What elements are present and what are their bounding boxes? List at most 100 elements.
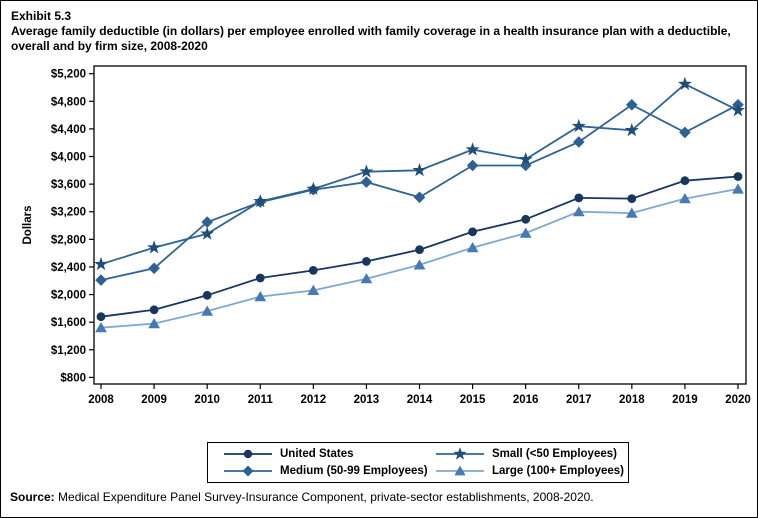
medium-firm-diamond-marker-icon — [224, 464, 272, 477]
circle-marker-icon — [255, 273, 265, 283]
line-chart-plot: $5,200 $4,800 $4,400 $4,000 $3,600 $3,200 $2,8… — [22, 65, 751, 406]
diamond-marker-icon — [573, 136, 585, 148]
circle-marker-icon — [468, 227, 477, 237]
diamond-marker-icon — [148, 262, 160, 275]
x-tick-label: 2013 — [354, 394, 380, 406]
triangle-marker-icon — [679, 193, 691, 204]
star-marker-icon — [453, 446, 467, 460]
chart-title: Average family deductible (in dollars) p… — [11, 24, 731, 53]
triangle-marker-icon — [201, 305, 214, 316]
series-medium-50-99-employees — [95, 99, 744, 286]
x-tick-label: 2016 — [513, 394, 539, 406]
triangle-marker-icon — [254, 291, 267, 302]
x-tick-label: 2017 — [566, 394, 592, 406]
star-marker-icon — [94, 256, 108, 271]
y-tick-label: $3,600 — [51, 179, 86, 191]
series-small-50-employees — [94, 76, 745, 271]
source-label: Source: — [10, 490, 55, 504]
series-line — [100, 188, 739, 329]
diamond-marker-icon — [466, 159, 479, 172]
circle-marker-icon — [308, 266, 318, 275]
circle-marker-icon — [627, 194, 637, 204]
circle-marker-icon — [574, 193, 584, 203]
star-marker-icon — [359, 164, 374, 178]
x-tick-label: 2009 — [141, 394, 167, 406]
star-marker-icon — [518, 152, 533, 166]
circle-marker-icon — [733, 172, 743, 181]
series-large-100-employees — [95, 183, 744, 333]
legend-item-large: Large (100+ Employees) — [420, 463, 624, 479]
circle-marker-icon — [362, 257, 371, 266]
y-tick-label: $5,200 — [51, 69, 86, 81]
small-firm-star-marker-icon — [436, 446, 484, 460]
diamond-marker-icon — [360, 176, 373, 188]
triangle-marker-icon — [572, 206, 585, 217]
star-marker-icon — [253, 194, 268, 208]
triangle-marker-icon — [95, 322, 107, 333]
diamond-marker-icon — [626, 99, 638, 111]
y-tick-label: $2,000 — [51, 290, 86, 302]
diamond-marker-icon — [201, 216, 213, 228]
star-marker-icon — [731, 103, 745, 117]
star-marker-icon — [306, 181, 321, 195]
y-tick-label: $2,400 — [51, 262, 86, 274]
triangle-marker-icon — [454, 465, 466, 475]
diamond-marker-icon — [413, 191, 426, 204]
diamond-marker-icon — [679, 126, 691, 139]
x-tick-label: 2010 — [194, 394, 220, 406]
star-marker-icon — [147, 240, 162, 254]
triangle-marker-icon — [466, 242, 479, 253]
x-tick-label: 2020 — [725, 394, 751, 406]
star-marker-icon — [200, 226, 215, 240]
y-tick-label: $2,800 — [51, 234, 86, 246]
circle-marker-icon — [243, 449, 253, 458]
x-tick-label: 2011 — [248, 394, 274, 406]
title-block: Exhibit 5.3 Average family deductible (i… — [11, 9, 749, 54]
y-tick-label: $3,200 — [51, 207, 86, 219]
star-marker-icon — [624, 123, 639, 137]
exhibit-label: Exhibit 5.3 — [11, 9, 72, 23]
circle-marker-icon — [202, 290, 212, 300]
x-tick-label: 2015 — [460, 394, 486, 406]
legend-item-united-states: United States — [208, 446, 420, 462]
united-states-line-marker-icon — [224, 449, 272, 458]
large-firm-triangle-marker-icon — [436, 465, 484, 475]
y-tick-label: $1,200 — [51, 345, 86, 357]
y-tick-label: $4,800 — [51, 96, 86, 108]
legend-item-small: Small (<50 Employees) — [420, 446, 620, 462]
star-marker-icon — [571, 118, 586, 133]
triangle-marker-icon — [413, 259, 426, 270]
y-tick-label: $4,400 — [51, 124, 86, 136]
legend-item-medium: Medium (50-99 Employees) — [208, 463, 428, 479]
legend-label: Medium (50-99 Employees) — [280, 464, 428, 477]
triangle-marker-icon — [732, 183, 744, 194]
legend-label: Large (100+ Employees) — [492, 464, 624, 477]
legend-label: United States — [280, 447, 354, 460]
x-tick-label: 2014 — [407, 394, 433, 406]
star-marker-icon — [465, 142, 480, 156]
x-tick-label: 2008 — [88, 394, 114, 406]
triangle-marker-icon — [307, 284, 320, 295]
series-united-states — [96, 172, 743, 322]
circle-marker-icon — [680, 176, 690, 186]
y-tick-label: $4,000 — [51, 152, 86, 164]
x-tick-label: 2019 — [672, 394, 698, 406]
circle-marker-icon — [521, 214, 531, 224]
triangle-marker-icon — [625, 207, 638, 218]
legend-label: Small (<50 Employees) — [492, 447, 617, 460]
x-tick-label: 2018 — [619, 394, 645, 406]
star-marker-icon — [677, 76, 692, 91]
triangle-marker-icon — [148, 318, 160, 329]
star-marker-icon — [412, 163, 427, 177]
diamond-marker-icon — [242, 464, 254, 477]
circle-marker-icon — [149, 305, 159, 315]
circle-marker-icon — [96, 312, 106, 322]
y-axis-label: Dollars — [22, 206, 34, 245]
triangle-marker-icon — [519, 227, 532, 238]
y-tick-label: $1,600 — [51, 317, 86, 329]
triangle-marker-icon — [360, 273, 373, 284]
source-line: Source: Medical Expenditure Panel Survey… — [10, 490, 750, 504]
x-tick-label: 2012 — [301, 394, 327, 406]
y-tick-label: $800 — [60, 372, 86, 384]
